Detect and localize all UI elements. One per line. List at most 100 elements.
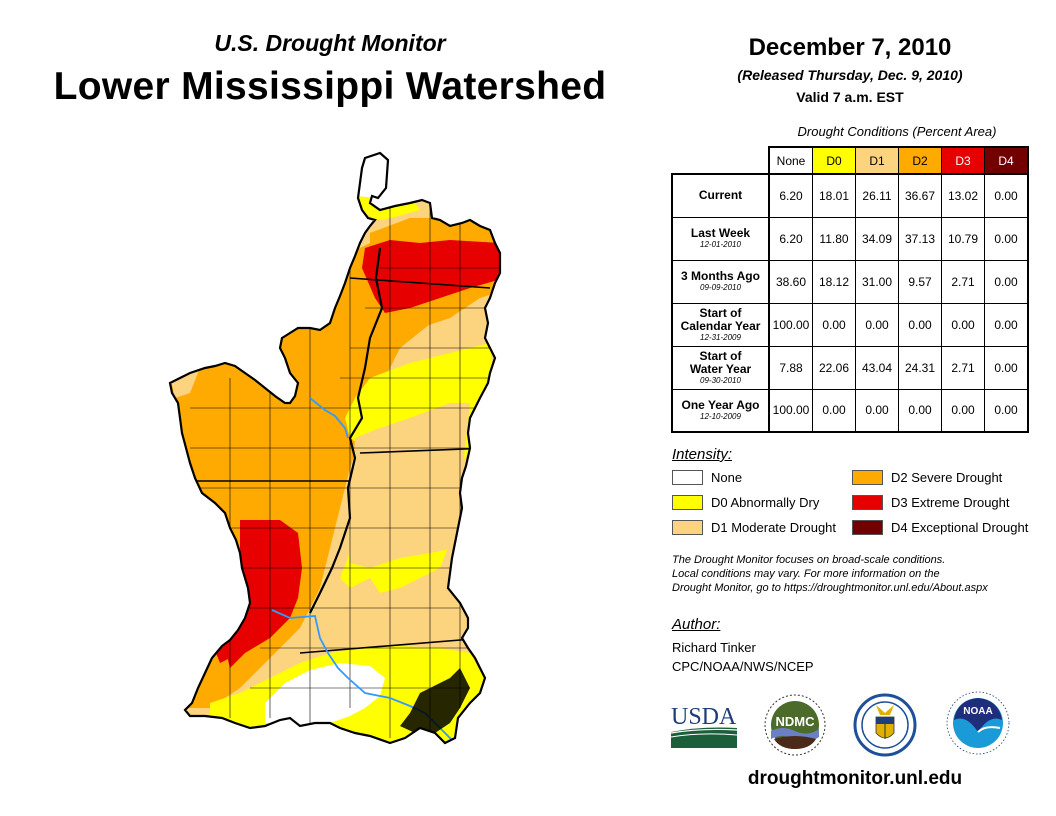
cell-none: 6.20: [768, 173, 813, 218]
cell-d2: 0.00: [898, 388, 942, 433]
column-header-d3: D3: [941, 146, 985, 175]
row-date: 09-30-2010: [700, 375, 741, 385]
cell-d4: 0.00: [984, 388, 1029, 433]
cell-d4: 0.00: [984, 345, 1029, 390]
cell-d2: 36.67: [898, 173, 942, 218]
cell-d1: 0.00: [855, 388, 899, 433]
cell-none: 100.00: [768, 388, 813, 433]
cell-d0: 18.12: [812, 259, 856, 304]
cell-none: 100.00: [768, 302, 813, 347]
ndmc-logo-text: NDMC: [776, 714, 816, 729]
drought-conditions-table: None D0 D1 D2 D3 D4 Current 6.20 18.01 26.11 36.6…: [671, 146, 1029, 433]
cell-d1: 0.00: [855, 302, 899, 347]
row-label: Start of Water Year 09-30-2010: [671, 345, 770, 390]
cell-d0: 18.01: [812, 173, 856, 218]
legend-label: None: [711, 470, 743, 485]
author-name: Richard Tinker: [672, 640, 756, 655]
column-header-d1: D1: [855, 146, 899, 175]
cell-d3: 2.71: [941, 345, 985, 390]
legend-swatch: [672, 520, 703, 535]
row-label-text: Start of: [699, 348, 742, 363]
cell-d4: 0.00: [984, 302, 1029, 347]
cell-none: 38.60: [768, 259, 813, 304]
legend-label: D2 Severe Drought: [891, 470, 1003, 485]
noaa-logo: NOAA: [946, 691, 1010, 755]
table-row: One Year Ago 12-10-2009 100.00 0.00 0.00 0.00…: [671, 388, 1029, 433]
delta-marsh: [400, 668, 470, 733]
row-label-text-2: Calendar Year: [680, 318, 761, 333]
cell-none: 6.20: [768, 216, 813, 261]
legend-label: D1 Moderate Drought: [711, 520, 837, 535]
noaa-logo-text: NOAA: [963, 706, 992, 717]
cell-d0: 22.06: [812, 345, 856, 390]
note-line: The Drought Monitor focuses on broad-sca…: [672, 554, 946, 566]
release-date: (Released Thursday, Dec. 9, 2010): [737, 67, 963, 83]
usda-logo: USDA: [671, 704, 737, 748]
legend-item: D0 Abnormally Dry: [672, 495, 819, 510]
note-line: Local conditions may vary. For more info…: [672, 568, 940, 580]
cell-d3: 0.00: [941, 388, 985, 433]
row-label: One Year Ago 12-10-2009: [671, 388, 770, 433]
legend-item: None: [672, 470, 742, 485]
river-arkansas: [309, 397, 349, 439]
cell-d1: 43.04: [855, 345, 899, 390]
cell-d3: 10.79: [941, 216, 985, 261]
legend-swatch: [852, 495, 883, 510]
map-title: Lower Mississippi Watershed: [53, 65, 607, 108]
cell-d0: 11.80: [812, 216, 856, 261]
row-date: 12-31-2009: [700, 332, 741, 342]
cell-d0: 0.00: [812, 388, 856, 433]
row-label-text: Current: [698, 188, 743, 203]
drought-map: [168, 151, 502, 745]
row-label: 3 Months Ago 09-09-2010: [671, 259, 770, 304]
zone-d3-north: [362, 240, 500, 313]
column-header-d4: D4: [984, 146, 1029, 175]
table-row: Last Week 12-01-2010 6.20 11.80 34.09 37.13 10…: [671, 216, 1029, 261]
cell-none: 7.88: [768, 345, 813, 390]
cell-d1: 34.09: [855, 216, 899, 261]
map-subtitle: U.S. Drought Monitor: [214, 30, 446, 56]
usda-logo-text: USDA: [671, 704, 737, 730]
valid-time: Valid 7 a.m. EST: [796, 89, 904, 105]
table-row: Current 6.20 18.01 26.11 36.67 13.02 0.00: [671, 173, 1029, 218]
row-label: Last Week 12-01-2010: [671, 216, 770, 261]
legend-swatch: [672, 495, 703, 510]
cell-d4: 0.00: [984, 259, 1029, 304]
legend-swatch: [852, 470, 883, 485]
cell-d2: 9.57: [898, 259, 942, 304]
cell-d1: 31.00: [855, 259, 899, 304]
row-label-text-2: Water Year: [689, 361, 752, 376]
legend-item: D1 Moderate Drought: [672, 520, 836, 535]
row-label-text: Last Week: [690, 226, 751, 240]
legend-label: D4 Exceptional Drought: [891, 520, 1029, 535]
table-row: 3 Months Ago 09-09-2010 38.60 18.12 31.00 9.5…: [671, 259, 1029, 304]
watershed-outline: [168, 151, 502, 745]
legend-item: D4 Exceptional Drought: [852, 520, 1028, 535]
legend-swatch: [672, 470, 703, 485]
row-label: Start of Calendar Year 12-31-2009: [671, 302, 770, 347]
website-link[interactable]: droughtmonitor.unl.edu: [747, 768, 963, 789]
table-caption: Drought Conditions (Percent Area): [797, 124, 997, 139]
row-label: Current: [671, 173, 770, 218]
cell-d4: 0.00: [984, 216, 1029, 261]
cell-d3: 2.71: [941, 259, 985, 304]
table-row: Start of Calendar Year 12-31-2009 100.00 0.0…: [671, 302, 1029, 347]
mississippi-river: [309, 247, 384, 614]
row-date: 12-10-2009: [700, 411, 741, 421]
row-date: 12-01-2010: [700, 240, 741, 249]
ndmc-logo: NDMC: [764, 694, 826, 756]
cell-d2: 24.31: [898, 345, 942, 390]
author-block: Richard Tinker CPC/NOAA/NWS/NCEP: [672, 638, 814, 676]
cell-d4: 0.00: [984, 173, 1029, 218]
cell-d1: 26.11: [855, 173, 899, 218]
zone-d1-east: [350, 403, 470, 568]
legend-item: D2 Severe Drought: [852, 470, 1002, 485]
state-lines: [170, 277, 491, 654]
cell-d0: 0.00: [812, 302, 856, 347]
cell-d2: 0.00: [898, 302, 942, 347]
map-date: December 7, 2010: [748, 34, 952, 61]
row-label-text: One Year Ago: [681, 397, 760, 412]
row-label-text: 3 Months Ago: [681, 269, 760, 283]
disclaimer-note: The Drought Monitor focuses on broad-sca…: [672, 553, 1042, 595]
column-header-none: None: [768, 146, 813, 175]
